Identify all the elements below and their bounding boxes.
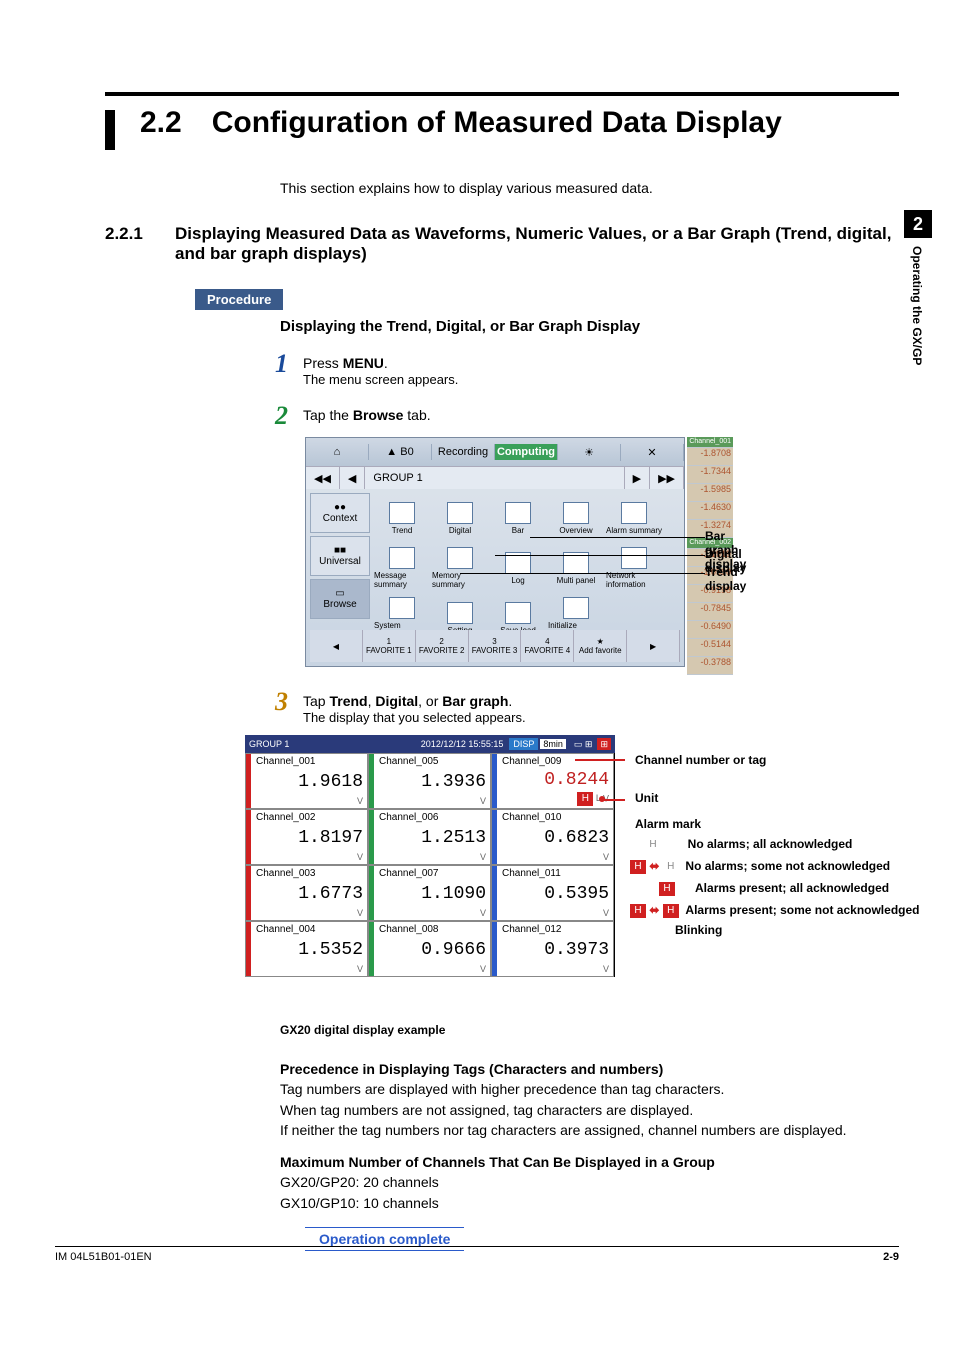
max-channels-heading: Maximum Number of Channels That Can Be D… (280, 1152, 899, 1172)
lead-line (495, 555, 705, 556)
anno-alarm-mark: Alarm mark (635, 817, 701, 831)
dig-hdr-time: 2012/12/12 15:55:15 (417, 739, 508, 749)
hdr-computing[interactable]: Computing (495, 444, 558, 460)
favorite-2[interactable]: 2FAVORITE 2 (416, 630, 469, 662)
step-2-text: Tap the Browse tab. (303, 401, 899, 423)
procedure-label: Procedure (195, 289, 283, 310)
browse-icon-network-information[interactable]: Network information (606, 545, 662, 591)
digital-caption: GX20 digital display example (280, 1023, 899, 1037)
alarm-row-4: H ⬌ H Alarms present; some not acknowled… (630, 903, 919, 918)
channel-cell: Channel_0061.2513 V (368, 809, 491, 865)
nav-next-icon[interactable]: ▶ (625, 467, 650, 489)
browse-icon-multi-panel[interactable]: Multi panel (548, 545, 604, 591)
channel-cell: Channel_0051.3936 V (368, 753, 491, 809)
channel-cell: Channel_0041.5352 V (245, 921, 368, 977)
browse-icon-message-summary[interactable]: Message summary (374, 545, 430, 591)
section-title: Configuration of Measured Data Display (212, 106, 782, 140)
intro-text: This section explains how to display var… (280, 180, 899, 196)
precedence-heading: Precedence in Displaying Tags (Character… (280, 1059, 899, 1079)
lead-line (603, 799, 625, 801)
side-tab-context[interactable]: ●●Context (310, 493, 370, 533)
footer-doc-id: IM 04L51B01-01EN (55, 1251, 152, 1263)
step-1-text: Press MENU. The menu screen appears. (303, 349, 899, 387)
title-accent-bar (105, 110, 115, 150)
channel-cell: Channel_0021.8197 V (245, 809, 368, 865)
browse-icon-trend[interactable]: Trend (374, 495, 430, 541)
precedence-line-1: Tag numbers are displayed with higher pr… (280, 1079, 899, 1099)
browse-icon-alarm-summary[interactable]: Alarm summary (606, 495, 662, 541)
dig-hdr-disp: DISP (509, 738, 538, 750)
step-2-number: 2 (275, 401, 303, 431)
alarm-row-2: H ⬌ H No alarms; some not acknowledged (630, 859, 890, 874)
channel-cell: Channel_0011.9618 V (245, 753, 368, 809)
chapter-side-tab: 2 Operating the GX/GP (904, 210, 934, 350)
lead-line (460, 573, 705, 574)
favorite-1[interactable]: 1FAVORITE 1 (363, 630, 416, 662)
hdr-close-icon[interactable]: ✕ (621, 444, 684, 461)
favorite-3[interactable]: 3FAVORITE 3 (469, 630, 522, 662)
footer-page-number: 2-9 (883, 1251, 899, 1263)
channel-cell: Channel_0090.8244H L V (491, 753, 614, 809)
subsection-number: 2.2.1 (105, 224, 175, 264)
hdr-recording[interactable]: Recording (432, 444, 495, 460)
chapter-number: 2 (904, 210, 932, 238)
browse-icon-bar[interactable]: Bar (490, 495, 546, 541)
step-3-number: 3 (275, 687, 303, 717)
hdr-brightness-icon[interactable]: ☀ (558, 444, 621, 461)
section-number: 2.2 (140, 106, 182, 140)
max-channels-line-2: GX10/GP10: 10 channels (280, 1193, 899, 1213)
step-1-number: 1 (275, 349, 303, 379)
precedence-line-2: When tag numbers are not assigned, tag c… (280, 1100, 899, 1120)
display-heading: Displaying the Trend, Digital, or Bar Gr… (280, 318, 899, 335)
nav-last-icon[interactable]: ▶▶ (650, 467, 684, 489)
side-tab-browse[interactable]: ▭Browse (310, 579, 370, 619)
alarm-row-3: H Alarms present; all acknowledged (659, 881, 889, 896)
alarm-row-1: H No alarms; all acknowledged (645, 837, 852, 852)
browse-icon-log[interactable]: Log (490, 545, 546, 591)
browse-screenshot: ⌂ ▲ B0 Recording Computing ☀ ✕ ◀◀ ◀ GROU… (305, 437, 735, 669)
channel-cell: Channel_0110.5395 V (491, 865, 614, 921)
chapter-title-vertical: Operating the GX/GP (910, 246, 924, 365)
subsection-title: Displaying Measured Data as Waveforms, N… (175, 224, 899, 264)
dig-hdr-group: GROUP 1 (245, 739, 293, 749)
max-channels-line-1: GX20/GP20: 20 channels (280, 1172, 899, 1192)
fav-next-icon[interactable]: ▶ (627, 630, 680, 662)
digital-display-figure: GROUP 1 2012/12/12 15:55:15 DISP 8min ▭ … (245, 735, 945, 1015)
channel-cell: Channel_0100.6823 V (491, 809, 614, 865)
precedence-line-3: If neither the tag numbers nor tag chara… (280, 1120, 899, 1140)
group-label: GROUP 1 (365, 467, 624, 489)
step-3-text: Tap Trend, Digital, or Bar graph. The di… (303, 687, 899, 725)
fav-prev-icon[interactable]: ◀ (310, 630, 363, 662)
callout-trend: Trend display (705, 565, 746, 593)
browse-icon-overview[interactable]: Overview (548, 495, 604, 541)
dig-hdr-rate: 8min (540, 739, 566, 749)
browse-icon-memory-summary[interactable]: Memory summary (432, 545, 488, 591)
favorite-add[interactable]: ★Add favorite (574, 630, 627, 662)
channel-cell: Channel_0071.1090 V (368, 865, 491, 921)
lead-line (530, 537, 705, 538)
favorite-4[interactable]: 4FAVORITE 4 (521, 630, 574, 662)
channel-cell: Channel_0031.6773 V (245, 865, 368, 921)
channel-cell: Channel_0120.3973 V (491, 921, 614, 977)
channel-cell: Channel_0080.9666 V (368, 921, 491, 977)
side-tab-universal[interactable]: ■■Universal (310, 536, 370, 576)
nav-first-icon[interactable]: ◀◀ (306, 467, 340, 489)
hdr-home-icon[interactable]: ⌂ (306, 444, 369, 460)
anno-unit: Unit (635, 791, 658, 805)
dig-hdr-icons: ▭ ⊞ ⊞ (570, 739, 615, 750)
nav-prev-icon[interactable]: ◀ (340, 467, 365, 489)
anno-blinking: Blinking (675, 923, 722, 937)
anno-channel-number: Channel number or tag (635, 753, 766, 767)
lead-line (575, 759, 625, 761)
browse-icon-digital[interactable]: Digital (432, 495, 488, 541)
hdr-batch[interactable]: ▲ B0 (369, 444, 432, 460)
